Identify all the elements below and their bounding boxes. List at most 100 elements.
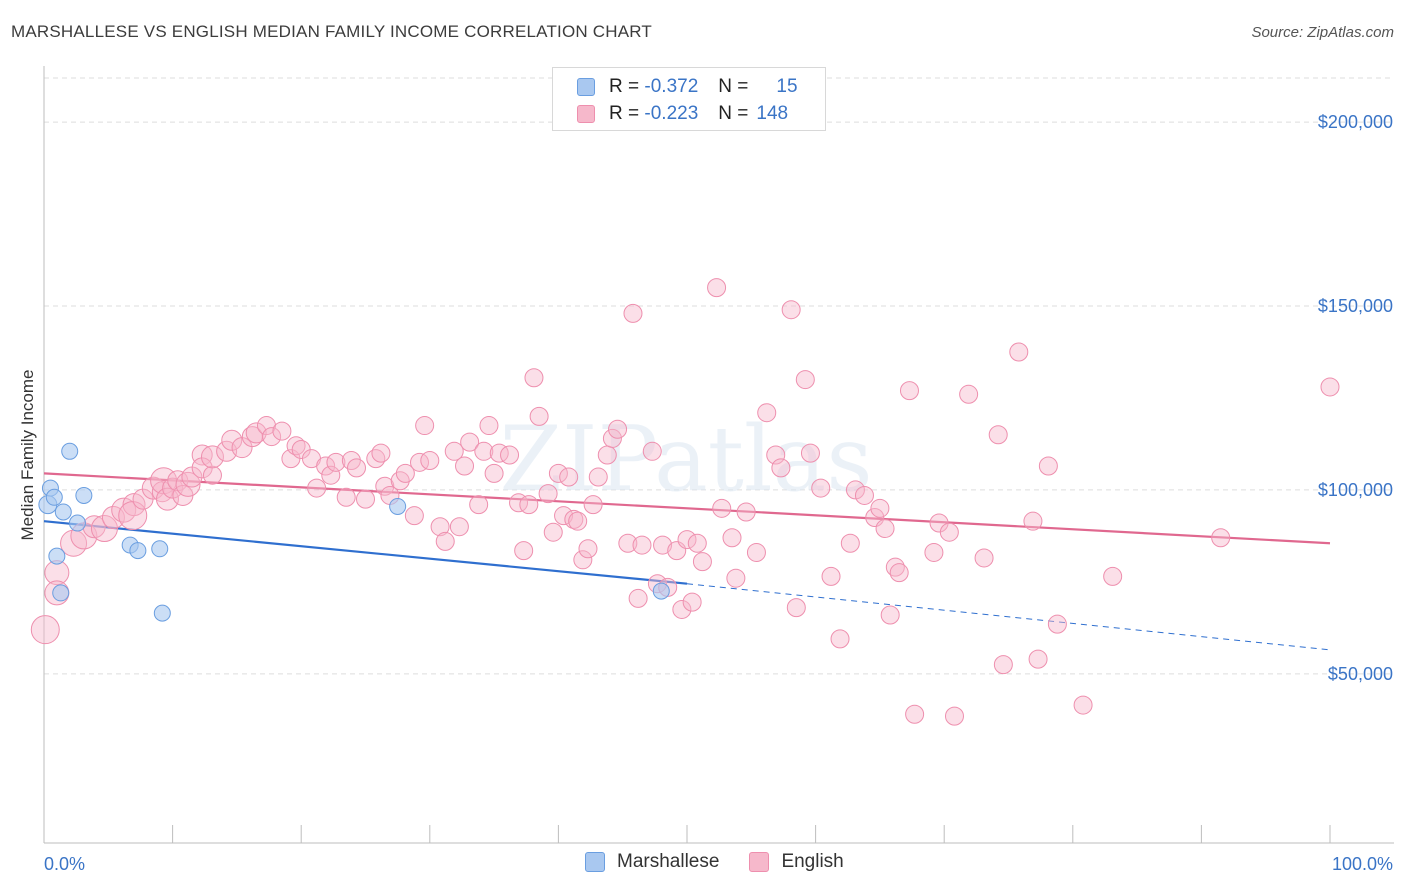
english-point — [712, 498, 732, 518]
english-point — [30, 615, 60, 645]
english-point — [543, 522, 563, 542]
english-point — [811, 478, 831, 498]
n-label: N = — [718, 103, 749, 124]
marshallese-point — [68, 514, 86, 532]
marshallese-point — [45, 488, 63, 506]
english-point — [500, 445, 520, 465]
axes — [43, 66, 1394, 844]
english-point — [519, 495, 539, 515]
english-point — [771, 458, 791, 478]
english-point — [484, 463, 504, 483]
english-point — [366, 449, 386, 469]
english-point — [608, 419, 628, 439]
marshallese-point — [54, 503, 72, 521]
english-point — [722, 528, 742, 548]
english-point — [191, 444, 213, 466]
english-point — [583, 495, 603, 515]
english-point — [899, 381, 919, 401]
english-point — [687, 533, 707, 553]
english-point — [460, 432, 480, 452]
english-point — [371, 443, 391, 463]
english-point — [628, 588, 648, 608]
english-point — [1028, 649, 1048, 669]
trend-lines — [43, 472, 1331, 651]
english-point — [548, 463, 568, 483]
grid-lines — [44, 77, 1394, 675]
english-point — [326, 452, 346, 472]
english-point — [420, 451, 440, 470]
n-value: 15 — [776, 76, 798, 97]
english-point — [889, 563, 909, 583]
english-point — [568, 511, 588, 531]
english-point — [642, 441, 662, 461]
english-point — [781, 300, 801, 320]
english-point — [1047, 614, 1067, 634]
legend-item-english[interactable]: English — [749, 851, 844, 873]
legend-label: Marshallese — [617, 851, 720, 872]
marshallese-points — [38, 442, 670, 622]
y-tick-label: $150,000 — [1318, 296, 1393, 316]
english-point — [800, 443, 820, 463]
marshallese-point — [129, 542, 147, 560]
english-point — [993, 655, 1013, 675]
x-tick-label-max: 100.0% — [1332, 854, 1393, 874]
english-point — [757, 403, 777, 423]
marshallese-point — [151, 540, 169, 558]
marshallese-trend-line — [43, 520, 688, 585]
english-point — [336, 487, 356, 507]
english-point — [449, 517, 469, 537]
english-point — [1038, 456, 1058, 476]
english-point — [272, 421, 292, 441]
english-point — [1073, 695, 1093, 715]
correlation-legend: R = -0.372 N = 15 R = -0.223 N = 148 — [552, 67, 826, 131]
english-point — [444, 441, 464, 461]
watermark: ZIPatlas — [499, 407, 872, 512]
english-point — [346, 458, 366, 478]
english-point — [554, 506, 574, 526]
english-point — [830, 629, 850, 649]
english-point — [677, 530, 697, 550]
english-point — [959, 384, 979, 404]
english-point — [415, 416, 435, 436]
english-point — [988, 425, 1008, 445]
y-axis-title: Median Family Income — [18, 369, 37, 540]
english-point — [474, 441, 494, 461]
english-point — [262, 427, 282, 447]
r-label: R = — [609, 76, 640, 97]
english-point — [632, 535, 652, 555]
english-point — [726, 568, 746, 588]
english-point — [875, 519, 895, 539]
english-point — [597, 445, 617, 465]
legend-label: English — [781, 851, 844, 872]
english-point — [1320, 377, 1340, 397]
marshallese-point — [52, 584, 70, 602]
english-point — [479, 416, 499, 436]
english-point — [736, 502, 756, 522]
english-point — [905, 704, 925, 724]
marshallese-point — [153, 604, 171, 622]
english-point — [514, 541, 534, 561]
english-point — [692, 552, 712, 572]
english-point — [307, 478, 327, 498]
english-point — [870, 498, 890, 518]
english-point — [90, 515, 118, 543]
english-point — [430, 517, 450, 537]
english-point — [375, 476, 395, 496]
marshallese-point — [48, 547, 66, 565]
marshallese-point — [389, 497, 407, 515]
english-point — [821, 566, 841, 586]
r-value: -0.223 — [644, 103, 699, 124]
english-point — [356, 489, 375, 509]
english-point — [529, 406, 549, 426]
series-legend: Marshallese English — [585, 851, 874, 873]
n-label: N = — [718, 76, 749, 97]
marshallese-point — [75, 486, 93, 504]
legend-item-marshallese[interactable]: Marshallese — [585, 851, 719, 873]
english-point — [202, 465, 222, 485]
english-point — [588, 467, 608, 487]
marshallese-swatch — [585, 852, 605, 872]
english-point — [1103, 566, 1123, 586]
english-point — [316, 456, 336, 476]
english-point — [854, 485, 874, 505]
